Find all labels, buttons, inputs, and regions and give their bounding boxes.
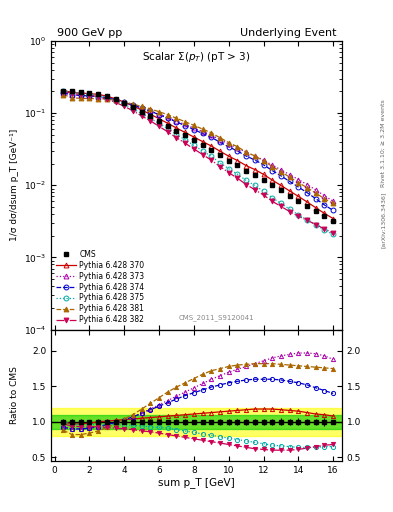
Text: Underlying Event: Underlying Event [240, 28, 336, 38]
Bar [51, 408, 342, 436]
Text: Scalar $\Sigma(p_T)$ (pT > 3): Scalar $\Sigma(p_T)$ (pT > 3) [142, 50, 251, 63]
Text: CMS_2011_S9120041: CMS_2011_S9120041 [179, 314, 255, 321]
Text: Rivet 3.1.10; ≥ 3.2M events: Rivet 3.1.10; ≥ 3.2M events [381, 99, 386, 187]
Y-axis label: Ratio to CMS: Ratio to CMS [10, 366, 19, 424]
Y-axis label: 1/σ dσ/dsum p_T [GeV⁻¹]: 1/σ dσ/dsum p_T [GeV⁻¹] [10, 129, 19, 241]
Bar [51, 415, 342, 429]
Text: [arXiv:1306.3436]: [arXiv:1306.3436] [381, 192, 386, 248]
Text: 900 GeV pp: 900 GeV pp [57, 28, 122, 38]
Legend: CMS, Pythia 6.428 370, Pythia 6.428 373, Pythia 6.428 374, Pythia 6.428 375, Pyt: CMS, Pythia 6.428 370, Pythia 6.428 373,… [55, 248, 146, 326]
X-axis label: sum p_T [GeV]: sum p_T [GeV] [158, 477, 235, 488]
